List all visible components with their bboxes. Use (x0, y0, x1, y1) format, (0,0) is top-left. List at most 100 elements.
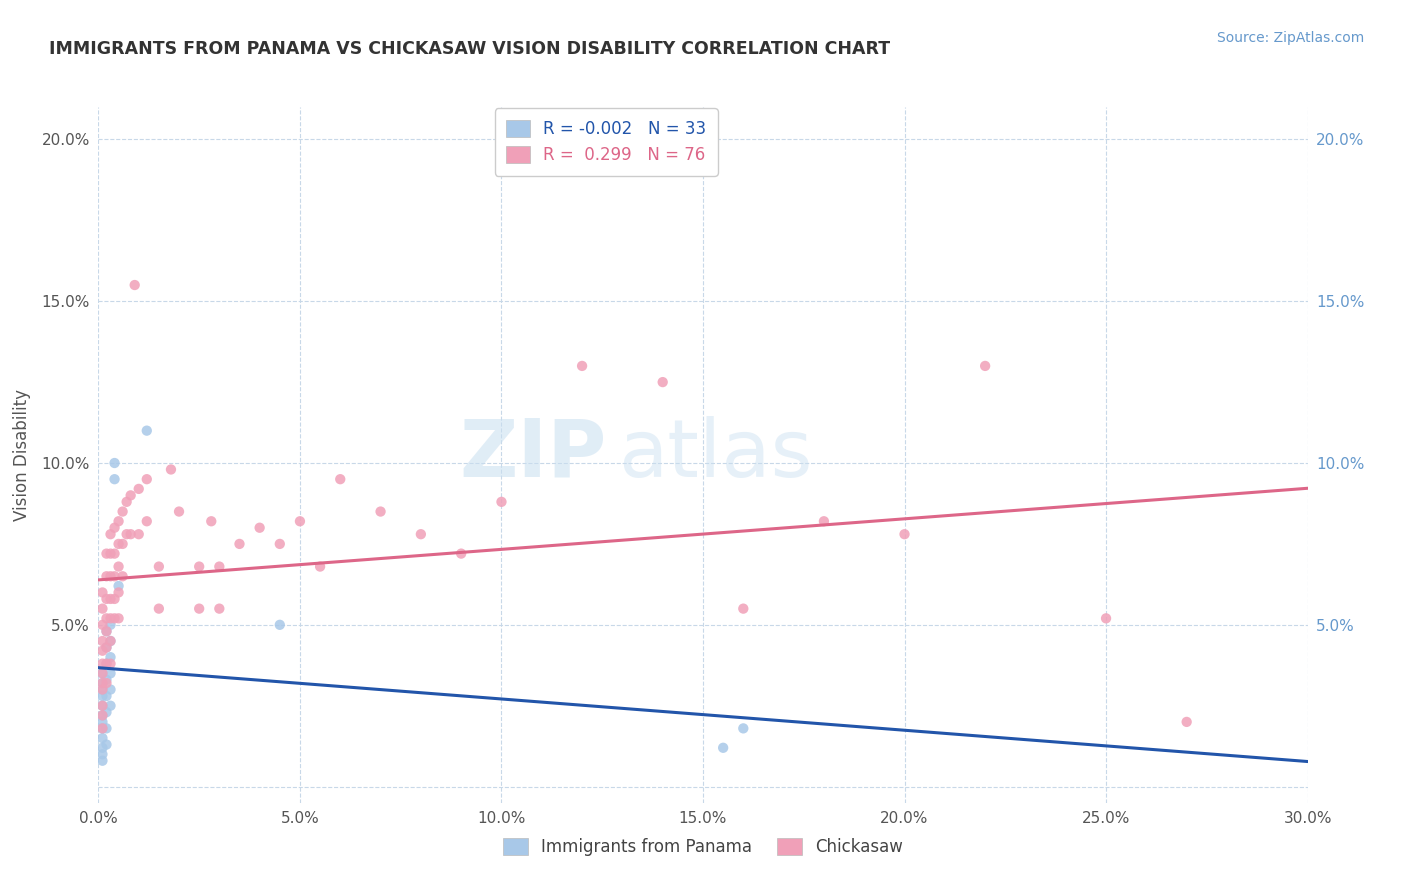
Point (491, 495, 513, 509)
Point (269, 617, 291, 632)
Point (103, 547, 125, 561)
Point (128, 482, 150, 496)
Point (96, 657, 118, 671)
Point (111, 569, 134, 583)
Point (208, 559, 231, 574)
Point (107, 611, 129, 625)
Point (91, 689, 114, 703)
Point (103, 611, 125, 625)
Point (91, 676, 114, 690)
Point (100, 634, 122, 648)
Point (651, 375, 673, 389)
Point (100, 547, 122, 561)
Point (96, 673, 118, 687)
Point (91, 666, 114, 681)
Point (100, 657, 122, 671)
Point (111, 537, 134, 551)
Point (103, 521, 125, 535)
Point (91, 747, 114, 762)
Point (309, 559, 332, 574)
Point (329, 472, 352, 486)
Point (370, 504, 392, 518)
Point (91, 722, 114, 736)
Point (91, 657, 114, 671)
Point (100, 569, 122, 583)
Point (249, 521, 271, 535)
Point (135, 514, 157, 528)
Point (100, 682, 122, 697)
Y-axis label: Vision Disability: Vision Disability (13, 389, 31, 521)
Point (148, 559, 170, 574)
Point (571, 359, 593, 373)
Point (733, 601, 755, 615)
Point (91, 708, 114, 723)
Point (148, 601, 170, 615)
Point (91, 601, 114, 615)
Point (1175, 714, 1198, 729)
Point (100, 617, 122, 632)
Point (813, 514, 835, 528)
Point (107, 537, 129, 551)
Point (100, 666, 122, 681)
Point (100, 611, 122, 625)
Point (107, 585, 129, 599)
Point (288, 514, 311, 528)
Point (100, 591, 122, 606)
Point (115, 495, 138, 509)
Point (1095, 611, 1118, 625)
Point (128, 527, 150, 541)
Point (91, 666, 114, 681)
Point (100, 650, 122, 665)
Point (893, 527, 915, 541)
Point (107, 579, 129, 593)
Point (96, 689, 118, 703)
Point (91, 698, 114, 713)
Point (188, 559, 211, 574)
Point (96, 657, 118, 671)
Point (96, 611, 118, 625)
Point (733, 722, 755, 736)
Point (208, 601, 231, 615)
Point (91, 643, 114, 657)
Point (96, 705, 118, 719)
Point (107, 514, 129, 528)
Point (96, 722, 118, 736)
Point (96, 640, 118, 655)
Point (91, 676, 114, 690)
Point (91, 698, 114, 713)
Legend: Immigrants from Panama, Chickasaw: Immigrants from Panama, Chickasaw (495, 830, 911, 864)
Point (91, 682, 114, 697)
Text: Source: ZipAtlas.com: Source: ZipAtlas.com (1216, 31, 1364, 45)
Point (96, 569, 118, 583)
Point (160, 462, 183, 476)
Point (711, 740, 734, 755)
Point (91, 634, 114, 648)
Text: atlas: atlas (619, 416, 813, 494)
Point (124, 278, 146, 293)
Point (96, 676, 118, 690)
Point (91, 708, 114, 723)
Point (91, 585, 114, 599)
Point (111, 504, 134, 518)
Point (91, 682, 114, 697)
Point (103, 456, 125, 470)
Point (167, 504, 190, 518)
Point (188, 601, 211, 615)
Point (100, 634, 122, 648)
Point (228, 537, 250, 551)
Point (103, 472, 125, 486)
Point (100, 527, 122, 541)
Point (91, 714, 114, 729)
Point (91, 731, 114, 745)
Point (974, 359, 997, 373)
Point (91, 754, 114, 768)
Point (409, 527, 432, 541)
Point (115, 527, 138, 541)
Point (450, 547, 472, 561)
Point (91, 617, 114, 632)
Point (91, 722, 114, 736)
Point (107, 559, 129, 574)
Point (269, 537, 291, 551)
Point (96, 624, 118, 639)
Point (100, 698, 122, 713)
